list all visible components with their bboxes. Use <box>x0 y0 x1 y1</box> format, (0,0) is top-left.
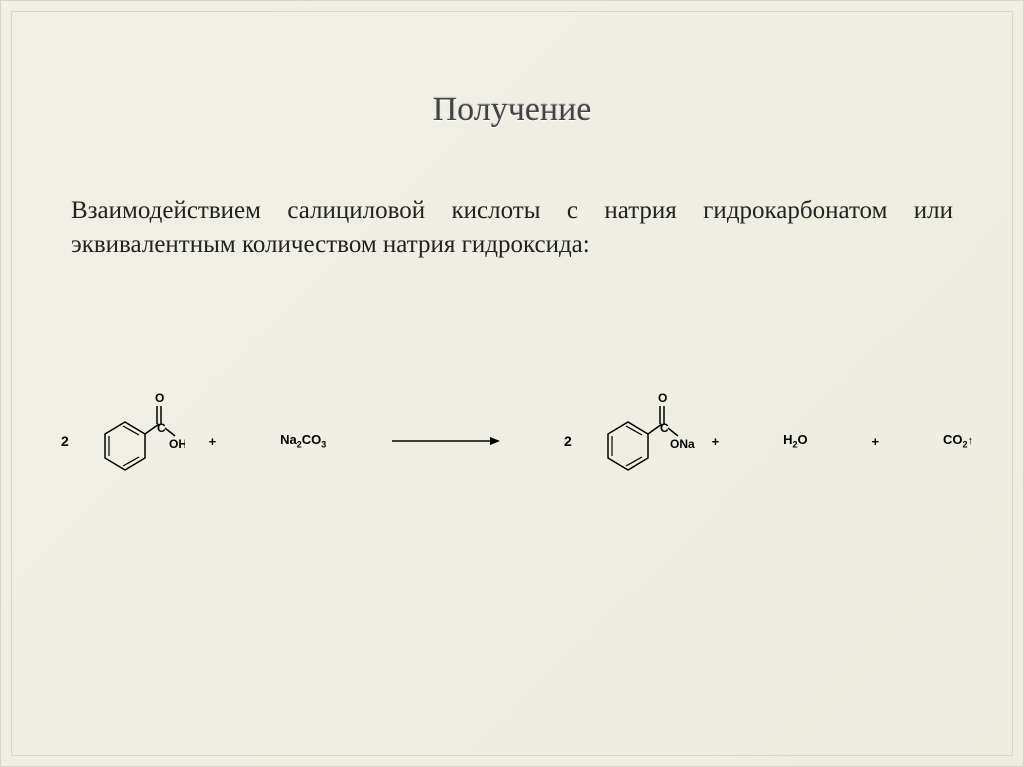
plus-3: + <box>871 434 879 449</box>
reactant-benzoic-acid: 2 O C <box>61 386 145 496</box>
svg-text:C: C <box>157 421 166 435</box>
na-label: Na <box>280 432 297 447</box>
gas-arrow-icon: ↑ <box>967 435 973 447</box>
reaction-arrow-icon <box>390 435 500 447</box>
slide-title: Получение <box>1 91 1023 129</box>
benzene-ring-left: O C OH <box>75 386 145 496</box>
svg-text:ONa: ONa <box>670 437 695 451</box>
svg-text:C: C <box>660 421 669 435</box>
coefficient-left: 2 <box>61 433 69 449</box>
svg-text:OH: OH <box>169 437 185 451</box>
sodium-benzoate-svg: O C ONa <box>578 386 698 506</box>
reagent-na2co3: Na2CO3 <box>280 432 326 450</box>
sub-3: 3 <box>321 440 326 450</box>
product-sodium-benzoate: 2 O C ONa <box>564 386 648 496</box>
svg-text:O: O <box>658 391 667 405</box>
o-label: O <box>798 432 808 447</box>
co-label: CO <box>302 432 322 447</box>
co2-co: CO <box>943 432 963 447</box>
plus-1: + <box>209 434 217 449</box>
product-co2: CO2↑ <box>943 432 973 450</box>
benzene-ring-right: O C ONa <box>578 386 648 496</box>
benzoic-acid-svg: O C OH <box>75 386 185 506</box>
product-water: H2O <box>783 432 808 450</box>
slide: Получение Взаимодействием салициловой ки… <box>0 0 1024 767</box>
coefficient-right: 2 <box>564 433 572 449</box>
body-paragraph: Взаимодействием салициловой кислоты с на… <box>71 194 953 262</box>
plus-2: + <box>712 434 720 449</box>
reaction-scheme: 2 O C <box>61 371 973 511</box>
svg-text:O: O <box>155 391 164 405</box>
